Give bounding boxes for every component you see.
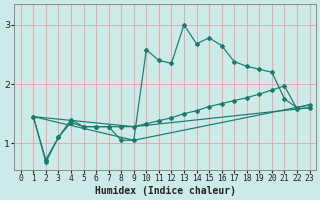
X-axis label: Humidex (Indice chaleur): Humidex (Indice chaleur) bbox=[95, 186, 236, 196]
